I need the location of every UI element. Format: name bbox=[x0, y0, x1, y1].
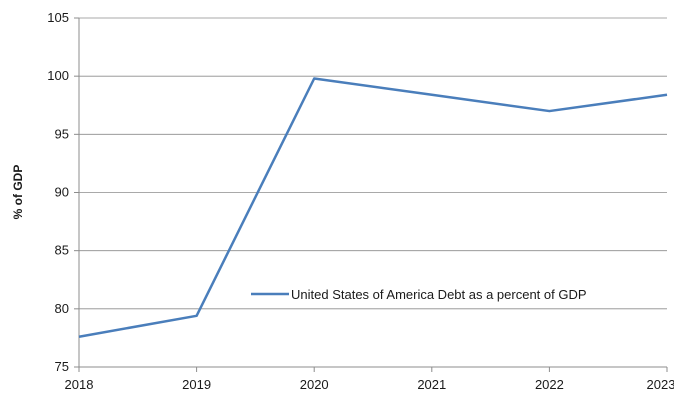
x-tick-label: 2018 bbox=[65, 377, 94, 392]
x-tick-label: 2020 bbox=[300, 377, 329, 392]
x-tick-labels: 2018 2019 2020 2021 2022 2023 bbox=[65, 377, 674, 392]
y-tick-label: 95 bbox=[55, 126, 69, 141]
y-tick-label: 75 bbox=[55, 359, 69, 374]
y-axis-label: % of GDP bbox=[11, 165, 25, 220]
x-tick-label: 2022 bbox=[535, 377, 564, 392]
y-tick-label: 105 bbox=[47, 10, 69, 25]
grid-lines bbox=[74, 17, 668, 372]
legend-label: United States of America Debt as a perce… bbox=[291, 287, 587, 302]
x-tick-label: 2019 bbox=[182, 377, 211, 392]
y-tick-label: 100 bbox=[47, 68, 69, 83]
x-tick-label: 2021 bbox=[417, 377, 446, 392]
legend: United States of America Debt as a perce… bbox=[251, 287, 587, 302]
x-tick-label: 2023 bbox=[647, 377, 674, 392]
series-group bbox=[78, 77, 668, 338]
y-tick-label: 80 bbox=[55, 301, 69, 316]
y-tick-label: 90 bbox=[55, 185, 69, 200]
y-tick-labels: 75 80 85 90 95 100 105 bbox=[47, 10, 69, 374]
axes bbox=[78, 18, 667, 368]
series-line bbox=[78, 77, 668, 338]
y-tick-label: 85 bbox=[55, 243, 69, 258]
